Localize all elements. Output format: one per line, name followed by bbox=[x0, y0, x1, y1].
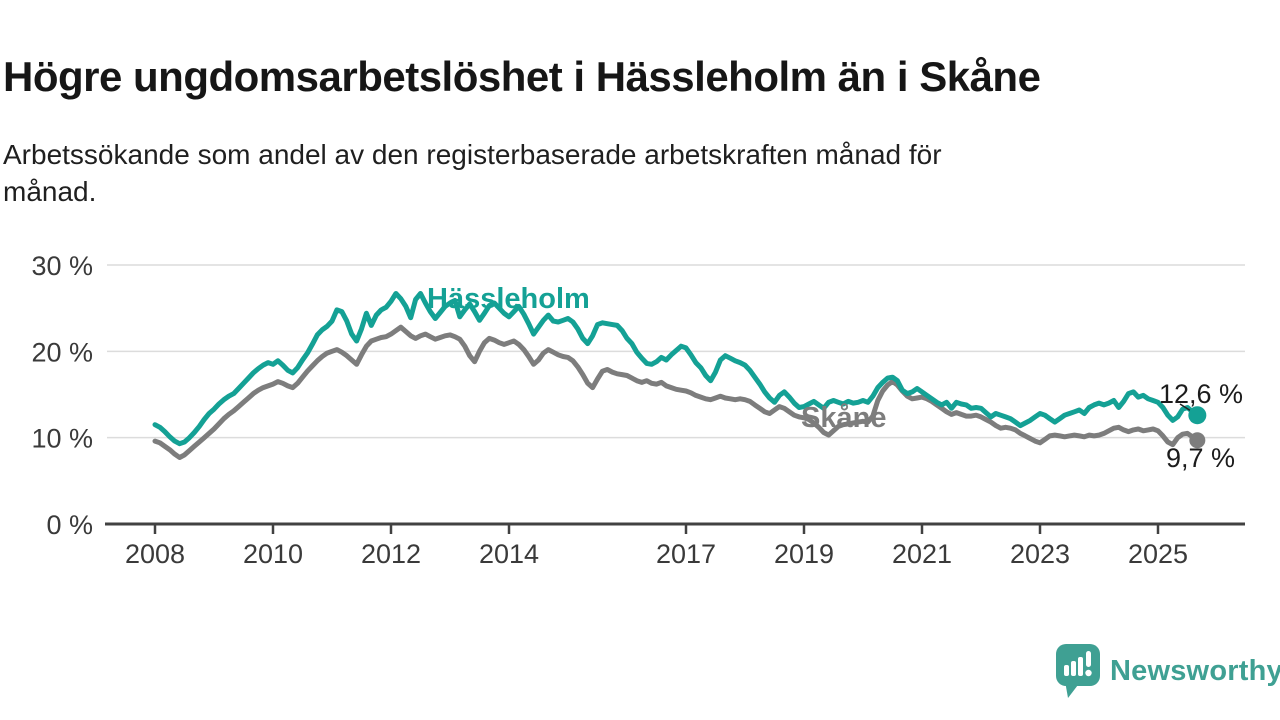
series-label-hassleholm: Hässleholm bbox=[427, 283, 590, 315]
y-tick-label: 0 % bbox=[46, 510, 93, 540]
series-line-skåne bbox=[152, 324, 1200, 460]
end-dot-hässleholm bbox=[1188, 406, 1207, 425]
newsworthy-logo: Newsworthy bbox=[1056, 644, 1280, 700]
newsworthy-logo-icon bbox=[1056, 644, 1100, 698]
logo-bar-medium bbox=[1071, 661, 1076, 676]
x-tick-label: 2025 bbox=[1128, 539, 1188, 569]
logo-exclamation-stem bbox=[1086, 651, 1091, 667]
x-tick-label: 2023 bbox=[1010, 539, 1070, 569]
y-tick-label: 20 % bbox=[31, 337, 93, 367]
subtitle-line-1: Arbetssökande som andel av den registerb… bbox=[3, 139, 942, 170]
x-tick-label: 2021 bbox=[892, 539, 952, 569]
series-line-hässleholm bbox=[152, 291, 1200, 447]
y-tick-label: 30 % bbox=[31, 251, 93, 281]
subtitle-line-2: månad. bbox=[3, 176, 97, 207]
newsworthy-logo-text: Newsworthy bbox=[1110, 655, 1280, 687]
end-value-hassleholm: 12,6 % bbox=[1159, 379, 1244, 409]
y-tick-label: 10 % bbox=[31, 424, 93, 454]
x-tick-label: 2008 bbox=[125, 539, 185, 569]
logo-bar-large bbox=[1078, 657, 1083, 676]
logo-bar-small bbox=[1064, 665, 1069, 676]
x-tick-label: 2012 bbox=[361, 539, 421, 569]
page-title: Högre ungdomsarbetslöshet i Hässleholm ä… bbox=[3, 53, 1041, 101]
logo-exclamation-dot bbox=[1085, 669, 1092, 677]
x-tick-label: 2017 bbox=[656, 539, 716, 569]
x-tick-label: 2010 bbox=[243, 539, 303, 569]
end-dot-skåne bbox=[1189, 432, 1206, 449]
end-value-skane: 9,7 % bbox=[1166, 443, 1236, 473]
x-tick-label: 2014 bbox=[479, 539, 539, 569]
series-label-skane: Skåne bbox=[801, 402, 887, 434]
end-label-leader-line bbox=[1179, 403, 1192, 412]
x-tick-label: 2019 bbox=[774, 539, 834, 569]
page-subtitle: Arbetssökande som andel av den registerb… bbox=[3, 136, 1203, 210]
